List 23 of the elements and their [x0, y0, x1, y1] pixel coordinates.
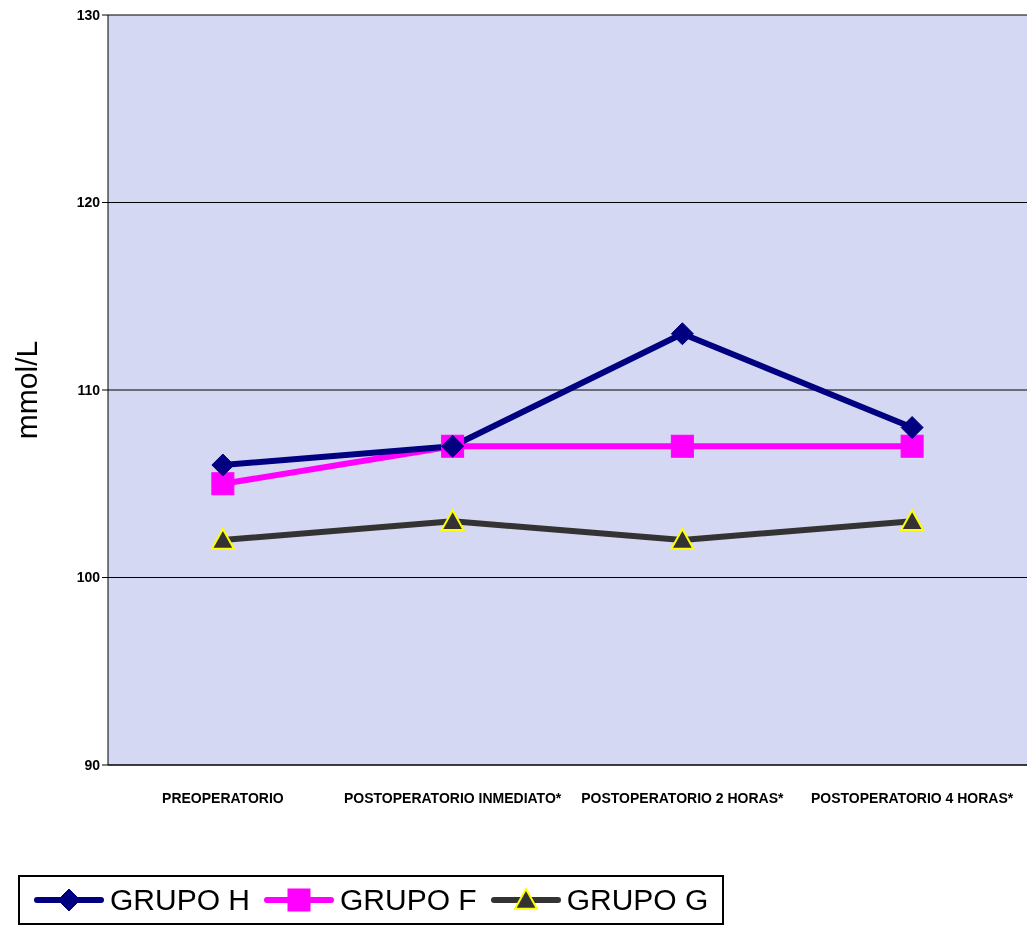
legend-label: GRUPO G	[566, 883, 709, 917]
x-tick-label: POSTOPERATORIO 2 HORAS*	[581, 789, 785, 806]
y-tick-label: 90	[84, 756, 101, 773]
y-tick-label: 100	[76, 569, 101, 586]
y-tick-label: 120	[76, 194, 101, 211]
y-tick-label: 130	[76, 6, 101, 23]
legend-label: GRUPO F	[340, 883, 477, 917]
point	[440, 509, 465, 532]
point	[670, 528, 695, 550]
point	[900, 416, 924, 439]
x-tick-label: POSTOPERATORIO INMEDIATO*	[343, 789, 562, 806]
point	[210, 528, 235, 550]
point	[211, 453, 235, 477]
legend-label: GRUPO H	[110, 883, 251, 917]
point	[670, 434, 694, 458]
point	[211, 472, 235, 496]
x-tick-label: PREOPERATORIO	[162, 789, 284, 806]
y-axis-title: mmol/L	[9, 340, 43, 440]
y-tick-label: 110	[77, 381, 101, 398]
point	[900, 509, 925, 532]
point	[670, 322, 694, 346]
point	[900, 434, 924, 458]
x-tick-label: POSTOPERATORIO 4 HORAS*	[810, 789, 1014, 806]
